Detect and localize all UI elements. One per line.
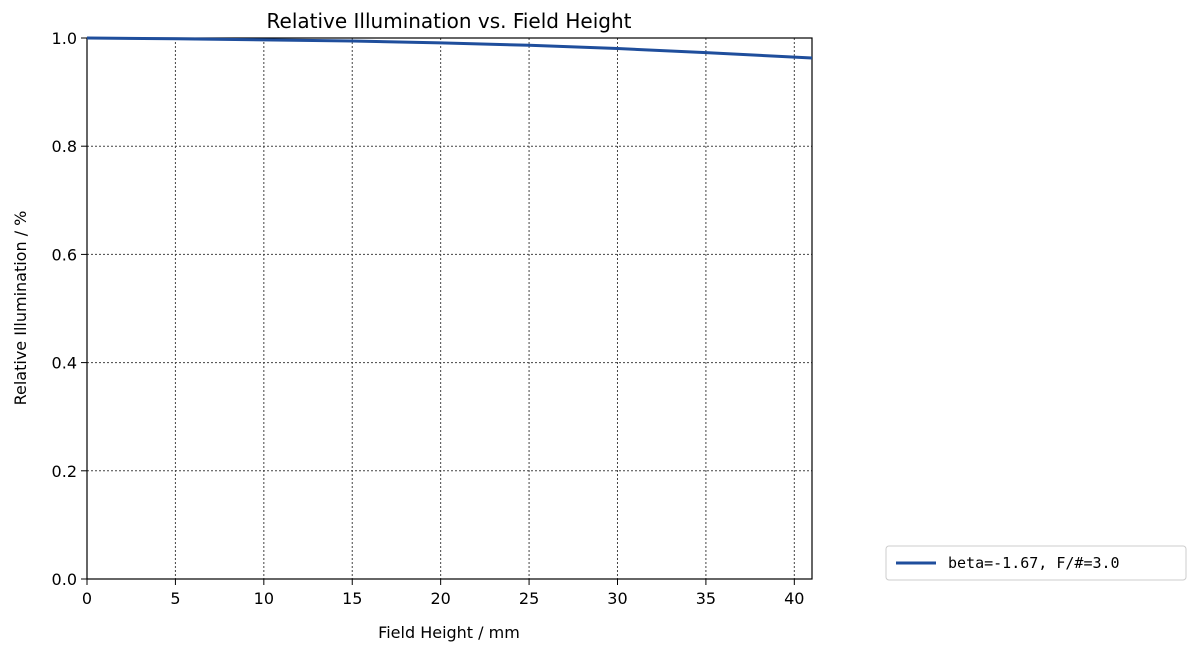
legend-label: beta=-1.67, F/#=3.0 xyxy=(948,554,1120,572)
plot-frame xyxy=(86,37,813,580)
x-tick-label: 30 xyxy=(607,589,627,608)
x-tick-label: 20 xyxy=(430,589,450,608)
legend-box xyxy=(885,545,1187,581)
x-tick-label: 35 xyxy=(696,589,716,608)
x-tick-label: 25 xyxy=(519,589,539,608)
y-tick-label: 0.0 xyxy=(52,570,77,589)
x-tick-label: 5 xyxy=(170,589,180,608)
x-tick-label: 0 xyxy=(82,589,92,608)
data-layer xyxy=(86,36,813,60)
chart-title: Relative Illumination vs. Field Height xyxy=(267,9,632,33)
y-tick-label: 0.4 xyxy=(52,354,77,373)
y-tick-label: 0.2 xyxy=(52,462,77,481)
x-tick-label: 15 xyxy=(342,589,362,608)
series-line xyxy=(86,36,813,60)
y-tick-label: 0.8 xyxy=(52,137,77,156)
y-tick-label: 0.6 xyxy=(52,245,77,264)
x-axis-label: Field Height / mm xyxy=(378,623,520,642)
y-tick-label: 1.0 xyxy=(52,29,77,48)
legend: beta=-1.67, F/#=3.0 xyxy=(885,545,1187,581)
y-axis-label: Relative Illumination / % xyxy=(11,211,30,406)
x-axis-ticks: 0 5 10 15 20 25 30 35 40 xyxy=(82,579,804,608)
grid xyxy=(86,37,812,580)
x-tick-label: 10 xyxy=(254,589,274,608)
y-axis-ticks: 0.0 0.2 0.4 0.6 0.8 1.0 xyxy=(52,29,87,589)
x-tick-label: 40 xyxy=(784,589,804,608)
